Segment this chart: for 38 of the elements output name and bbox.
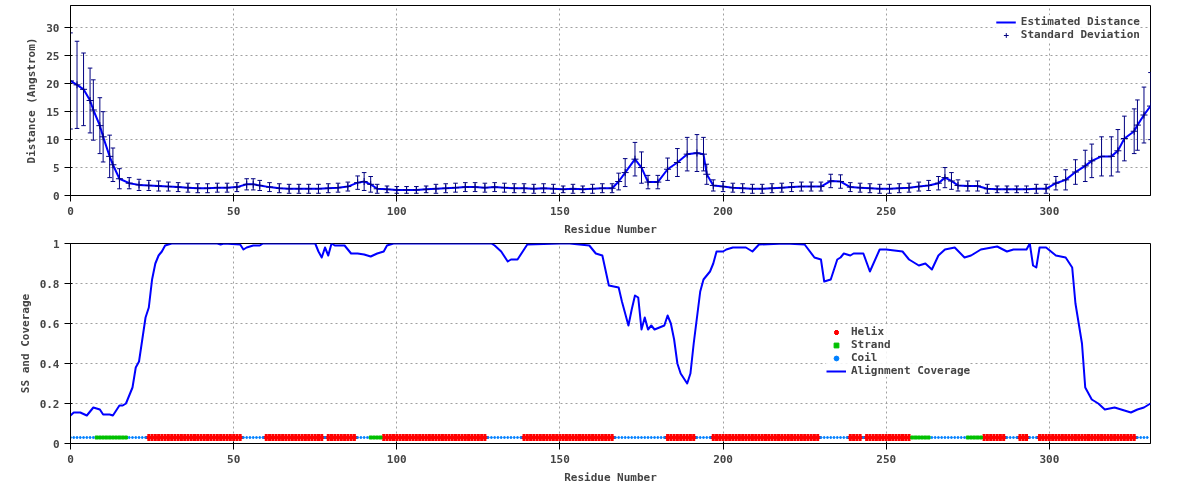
y-tick-label: 0: [52, 189, 60, 203]
x-tick-label: 150: [549, 204, 570, 218]
y-axis-title: Distance (Angstrom): [25, 37, 39, 164]
x-tick-label: 300: [1039, 452, 1060, 466]
x-tick-label: 100: [386, 204, 407, 218]
x-axis-title: Residue Number: [564, 222, 658, 236]
legend-label: Alignment Coverage: [851, 364, 971, 377]
y-axis-title: SS and Coverage: [18, 293, 32, 394]
y-tick-label: 20: [46, 77, 60, 91]
x-tick-label: 150: [549, 452, 570, 466]
x-tick-label: 50: [227, 204, 241, 218]
y-tick-label: 5: [52, 161, 60, 175]
y-tick-label: 0.8: [39, 277, 60, 291]
x-tick-label: 200: [713, 204, 734, 218]
y-tick-label: 30: [46, 21, 60, 35]
legend-label: Estimated Distance: [1020, 15, 1140, 28]
legend-label: Helix: [851, 325, 885, 338]
y-tick-label: 10: [46, 133, 60, 147]
x-tick-label: 250: [876, 204, 897, 218]
x-tick-label: 0: [67, 452, 74, 466]
y-tick-label: 25: [46, 49, 60, 63]
legend-label: Standard Deviation: [1020, 28, 1140, 41]
y-tick-label: 0.2: [39, 397, 60, 411]
x-tick-label: 300: [1039, 204, 1060, 218]
y-tick-label: 1: [52, 237, 60, 251]
x-tick-label: 200: [713, 452, 734, 466]
y-tick-label: 0.6: [39, 317, 60, 331]
x-axis-title: Residue Number: [564, 470, 658, 484]
x-tick-label: 50: [227, 452, 241, 466]
y-tick-label: 0: [52, 437, 60, 451]
x-tick-label: 250: [876, 452, 897, 466]
y-tick-label: 15: [46, 105, 60, 119]
line-series: [70, 243, 1151, 417]
x-tick-label: 100: [386, 452, 407, 466]
legend-label: Strand: [851, 338, 891, 351]
y-tick-label: 0.4: [39, 357, 60, 371]
x-tick-label: 0: [67, 204, 74, 218]
legend-label: Coil: [851, 351, 878, 364]
